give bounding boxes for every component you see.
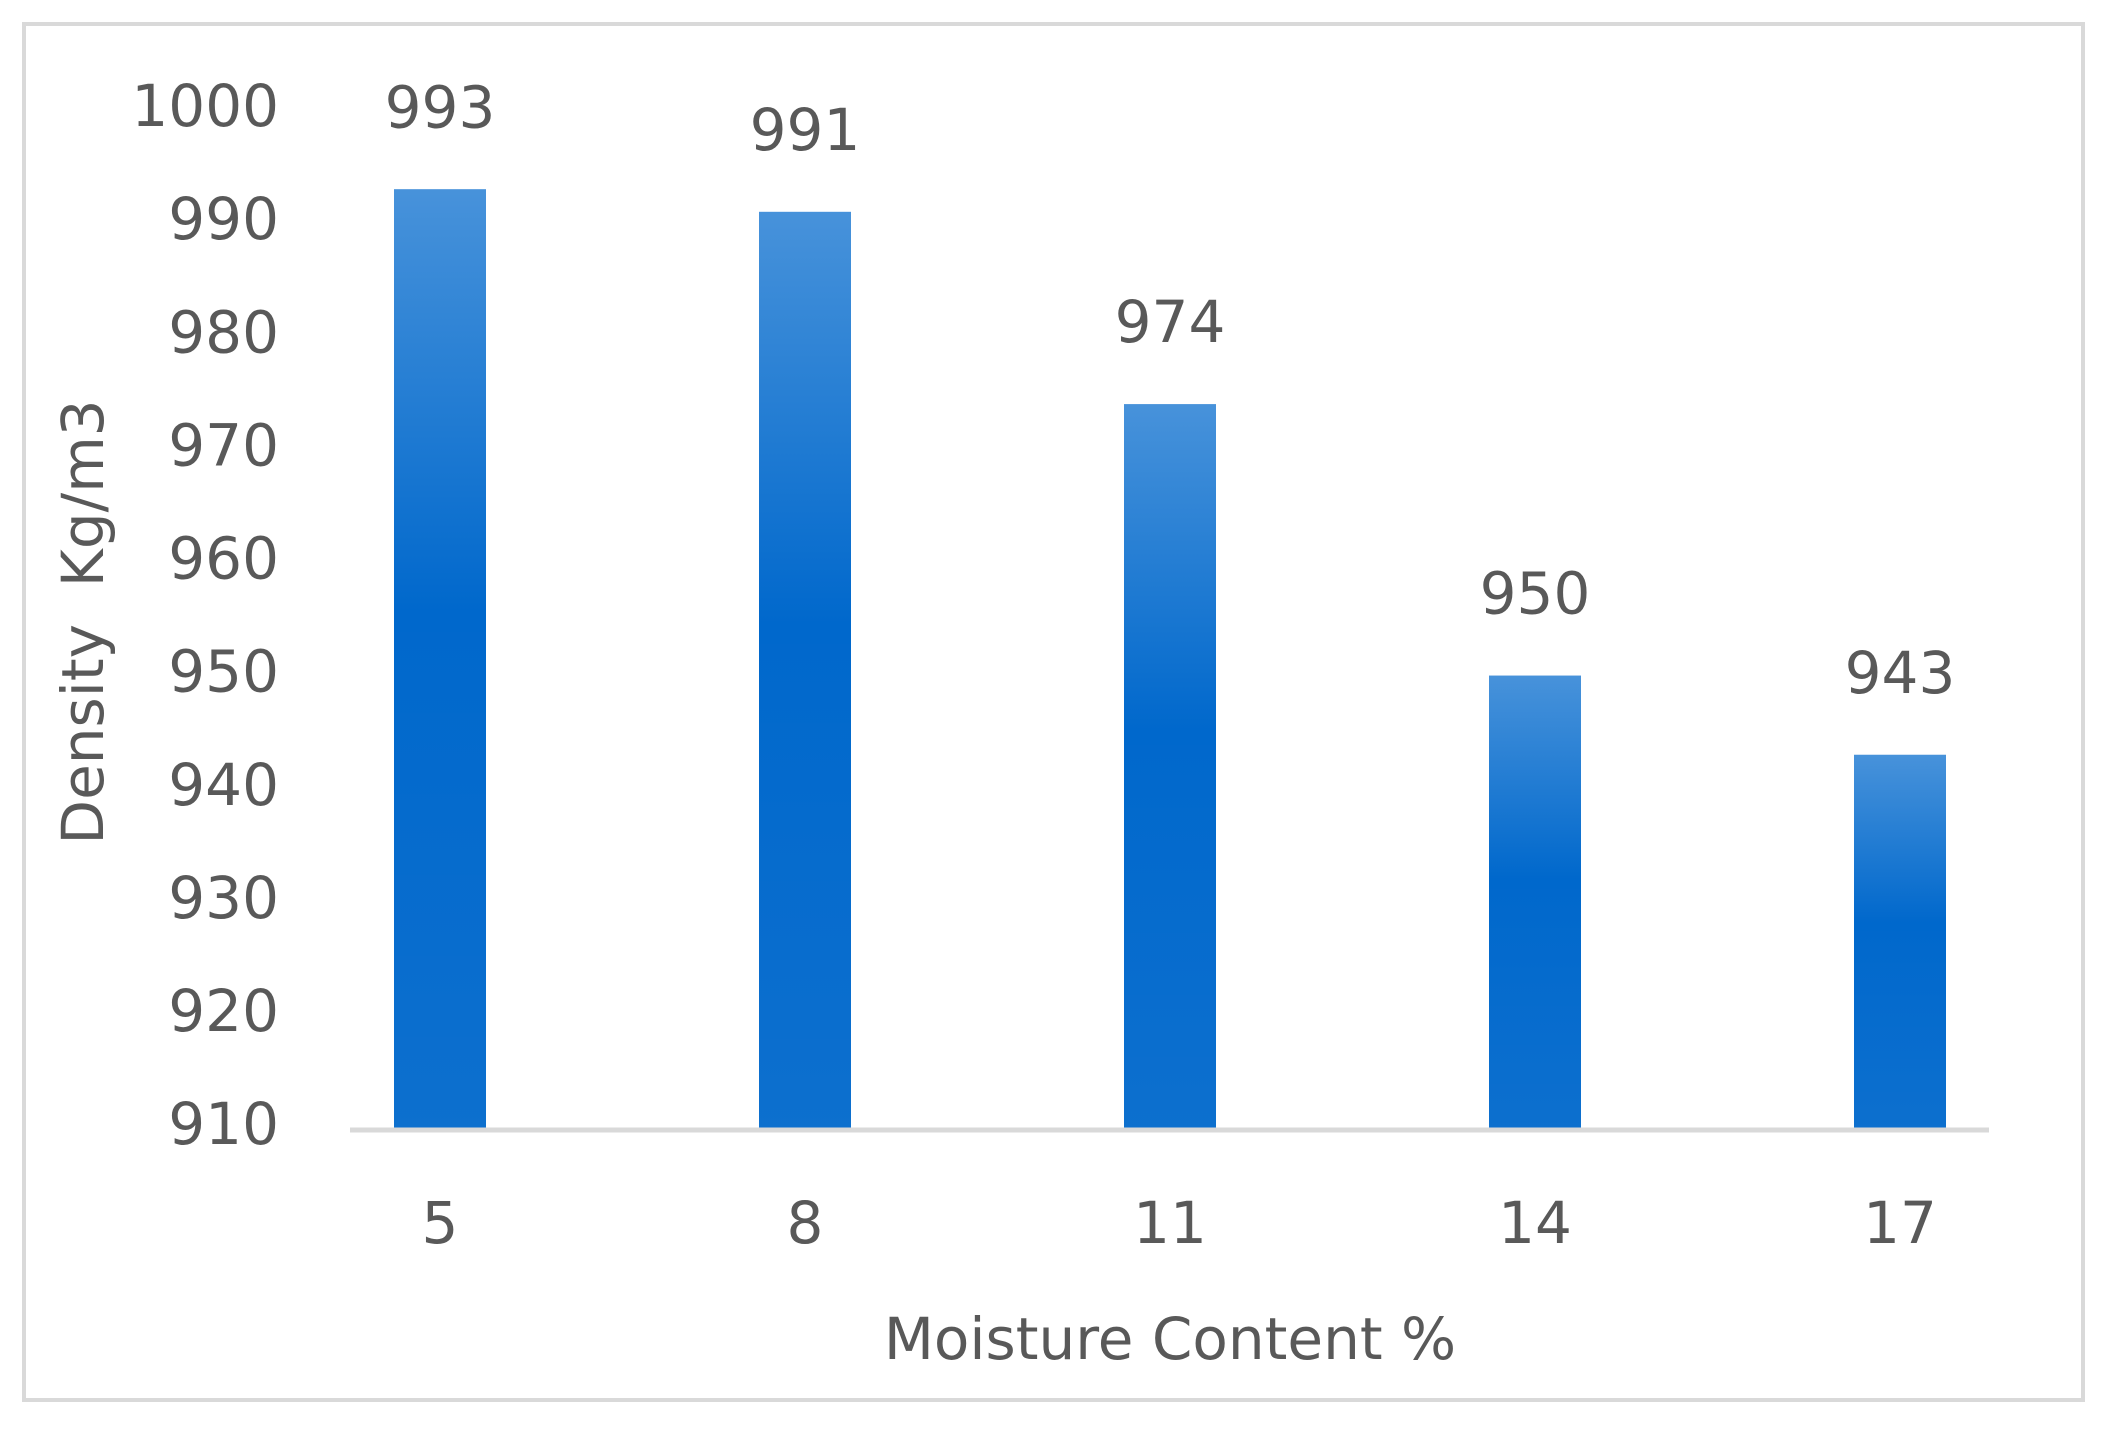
bar <box>759 211 851 1129</box>
y-tick-label: 980 <box>168 298 279 366</box>
x-tick-label: 5 <box>422 1189 459 1257</box>
value-label: 943 <box>1845 639 1956 707</box>
x-axis-title: Moisture Content % <box>884 1305 1456 1373</box>
value-label: 991 <box>750 96 861 164</box>
value-label: 950 <box>1480 560 1591 628</box>
bar <box>394 189 486 1128</box>
x-tick-label: 17 <box>1863 1189 1937 1257</box>
y-tick-label: 920 <box>168 977 279 1045</box>
y-tick-label: 940 <box>168 751 279 819</box>
bar <box>1489 675 1581 1128</box>
value-label: 974 <box>1115 288 1226 356</box>
y-tick-label: 1000 <box>131 72 279 140</box>
chart-border <box>22 22 2085 1402</box>
bar <box>1124 404 1216 1129</box>
y-tick-label: 910 <box>168 1090 279 1158</box>
y-axis-title: Density Kg/m3 <box>49 399 117 844</box>
y-tick-label: 970 <box>168 411 279 479</box>
y-tick-label: 930 <box>168 864 279 932</box>
y-tick-label: 950 <box>168 638 279 706</box>
bar <box>1854 754 1946 1128</box>
y-tick-label: 990 <box>168 185 279 253</box>
x-tick-label: 11 <box>1133 1189 1207 1257</box>
y-tick-label: 960 <box>168 525 279 593</box>
value-label: 993 <box>385 73 496 141</box>
x-tick-label: 8 <box>787 1189 824 1257</box>
x-tick-label: 14 <box>1498 1189 1572 1257</box>
